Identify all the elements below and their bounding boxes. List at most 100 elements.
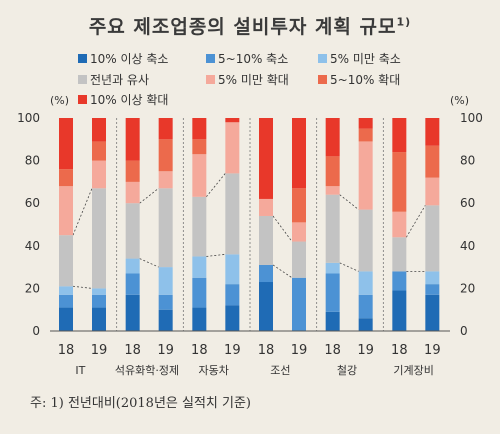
bar-segment xyxy=(192,154,207,197)
bar-segment xyxy=(225,284,240,306)
connector-line xyxy=(405,205,426,238)
x-group-label: 조선 xyxy=(270,364,290,377)
bar-segment xyxy=(125,181,140,204)
bar-segment xyxy=(225,254,240,285)
bar-segment xyxy=(92,307,106,331)
bar-segment xyxy=(158,294,173,310)
bar-segment xyxy=(325,262,340,274)
bar-segment xyxy=(125,258,140,274)
y-axis-unit-left: (%) xyxy=(50,94,69,107)
legend-label: 5~10% 확대 xyxy=(330,73,400,87)
x-tick-year-label: 19 xyxy=(224,343,241,358)
x-tick-year-label: 19 xyxy=(157,343,174,358)
x-tick-year-label: 19 xyxy=(291,343,308,358)
bar-connector-lines xyxy=(72,173,426,289)
bar-segment xyxy=(259,282,273,331)
bar-segment xyxy=(125,294,140,331)
x-group-label: 자동차 xyxy=(198,364,228,377)
bar-segment xyxy=(59,235,73,287)
bar-segment xyxy=(59,307,73,331)
bar-segment xyxy=(259,198,273,216)
x-tick-year-label: 18 xyxy=(58,343,75,358)
x-group-label: 석유화학·정제 xyxy=(115,364,179,377)
x-group-label: 기계장비 xyxy=(393,364,433,377)
legend-label: 5~10% 축소 xyxy=(218,52,288,66)
bar-segment xyxy=(358,128,373,142)
legend-swatch xyxy=(78,95,87,104)
bars xyxy=(59,118,440,331)
y-tick-label-right: 20 xyxy=(460,281,475,295)
bar-segment xyxy=(92,294,106,308)
bar-segment xyxy=(425,294,440,331)
bar-segment xyxy=(259,215,273,265)
bar-segment xyxy=(59,169,73,187)
y-tick-label-right: 80 xyxy=(460,154,475,168)
legend-swatch xyxy=(78,54,87,63)
bar-segment xyxy=(192,256,207,278)
bar-segment xyxy=(292,222,306,242)
connector-line xyxy=(206,253,226,257)
bar-segment xyxy=(392,152,407,212)
bar-segment xyxy=(292,277,306,331)
bar-segment xyxy=(325,186,340,195)
bar-segment xyxy=(325,311,340,331)
bar-segment xyxy=(325,273,340,312)
y-axis-unit-right: (%) xyxy=(450,94,469,107)
legend-label: 10% 이상 확대 xyxy=(90,93,168,107)
connector-line xyxy=(72,188,93,236)
bar-segment xyxy=(358,209,373,272)
bar-segment xyxy=(192,277,207,308)
bar-segment xyxy=(425,284,440,295)
bar-segment xyxy=(192,196,207,257)
y-tick-label-left: 20 xyxy=(25,281,40,295)
chart-title-text: 주요 제조업종의 설비투자 계획 규모 xyxy=(88,16,397,38)
y-axis-ticks: 0 0 20 20 40 40 60 60 80 80 100 100 xyxy=(17,111,483,338)
bar-segment xyxy=(158,171,173,189)
legend-label: 5% 미만 확대 xyxy=(218,73,289,87)
x-tick-year-label: 18 xyxy=(324,343,341,358)
connector-line xyxy=(139,187,159,204)
bar-segment xyxy=(292,118,306,189)
x-tick-year-label: 19 xyxy=(91,343,108,358)
bar-segment xyxy=(325,156,340,187)
x-group-label: 철강 xyxy=(337,364,357,377)
footnote: 주: 1) 전년대비(2018년은 실적치 기준) xyxy=(30,396,251,411)
bar-segment xyxy=(92,188,106,289)
bar-segment xyxy=(125,118,140,161)
connector-line xyxy=(206,173,226,198)
bar-segment xyxy=(292,241,306,278)
bar-segment xyxy=(158,267,173,295)
legend-swatch xyxy=(78,75,87,84)
x-tick-year-label: 18 xyxy=(124,343,141,358)
legend-swatch xyxy=(318,54,327,63)
bar-segment xyxy=(425,118,440,146)
bar-segment xyxy=(92,141,106,161)
connector-line xyxy=(339,194,359,210)
bar-segment xyxy=(392,211,407,238)
bar-segment xyxy=(125,160,140,182)
y-tick-label-left: 100 xyxy=(17,111,40,125)
bar-segment xyxy=(259,264,273,283)
bar-segment xyxy=(425,177,440,206)
legend-label: 전년과 유사 xyxy=(90,73,149,87)
x-tick-year-label: 18 xyxy=(258,343,275,358)
y-tick-label-left: 40 xyxy=(25,239,40,253)
bar-segment xyxy=(92,160,106,189)
connector-line xyxy=(272,215,293,242)
bar-segment xyxy=(225,122,240,174)
bar-segment xyxy=(125,273,140,295)
bar-segment xyxy=(125,203,140,259)
y-tick-label-right: 60 xyxy=(460,196,475,210)
bar-segment xyxy=(158,139,173,172)
x-tick-year-label: 19 xyxy=(357,343,374,358)
bar-segment xyxy=(325,118,340,157)
bar-segment xyxy=(225,305,240,331)
connector-line xyxy=(339,262,359,272)
y-tick-label-right: 100 xyxy=(460,111,483,125)
bar-segment xyxy=(92,118,106,142)
bar-segment xyxy=(192,118,207,140)
group-separators xyxy=(116,118,384,331)
